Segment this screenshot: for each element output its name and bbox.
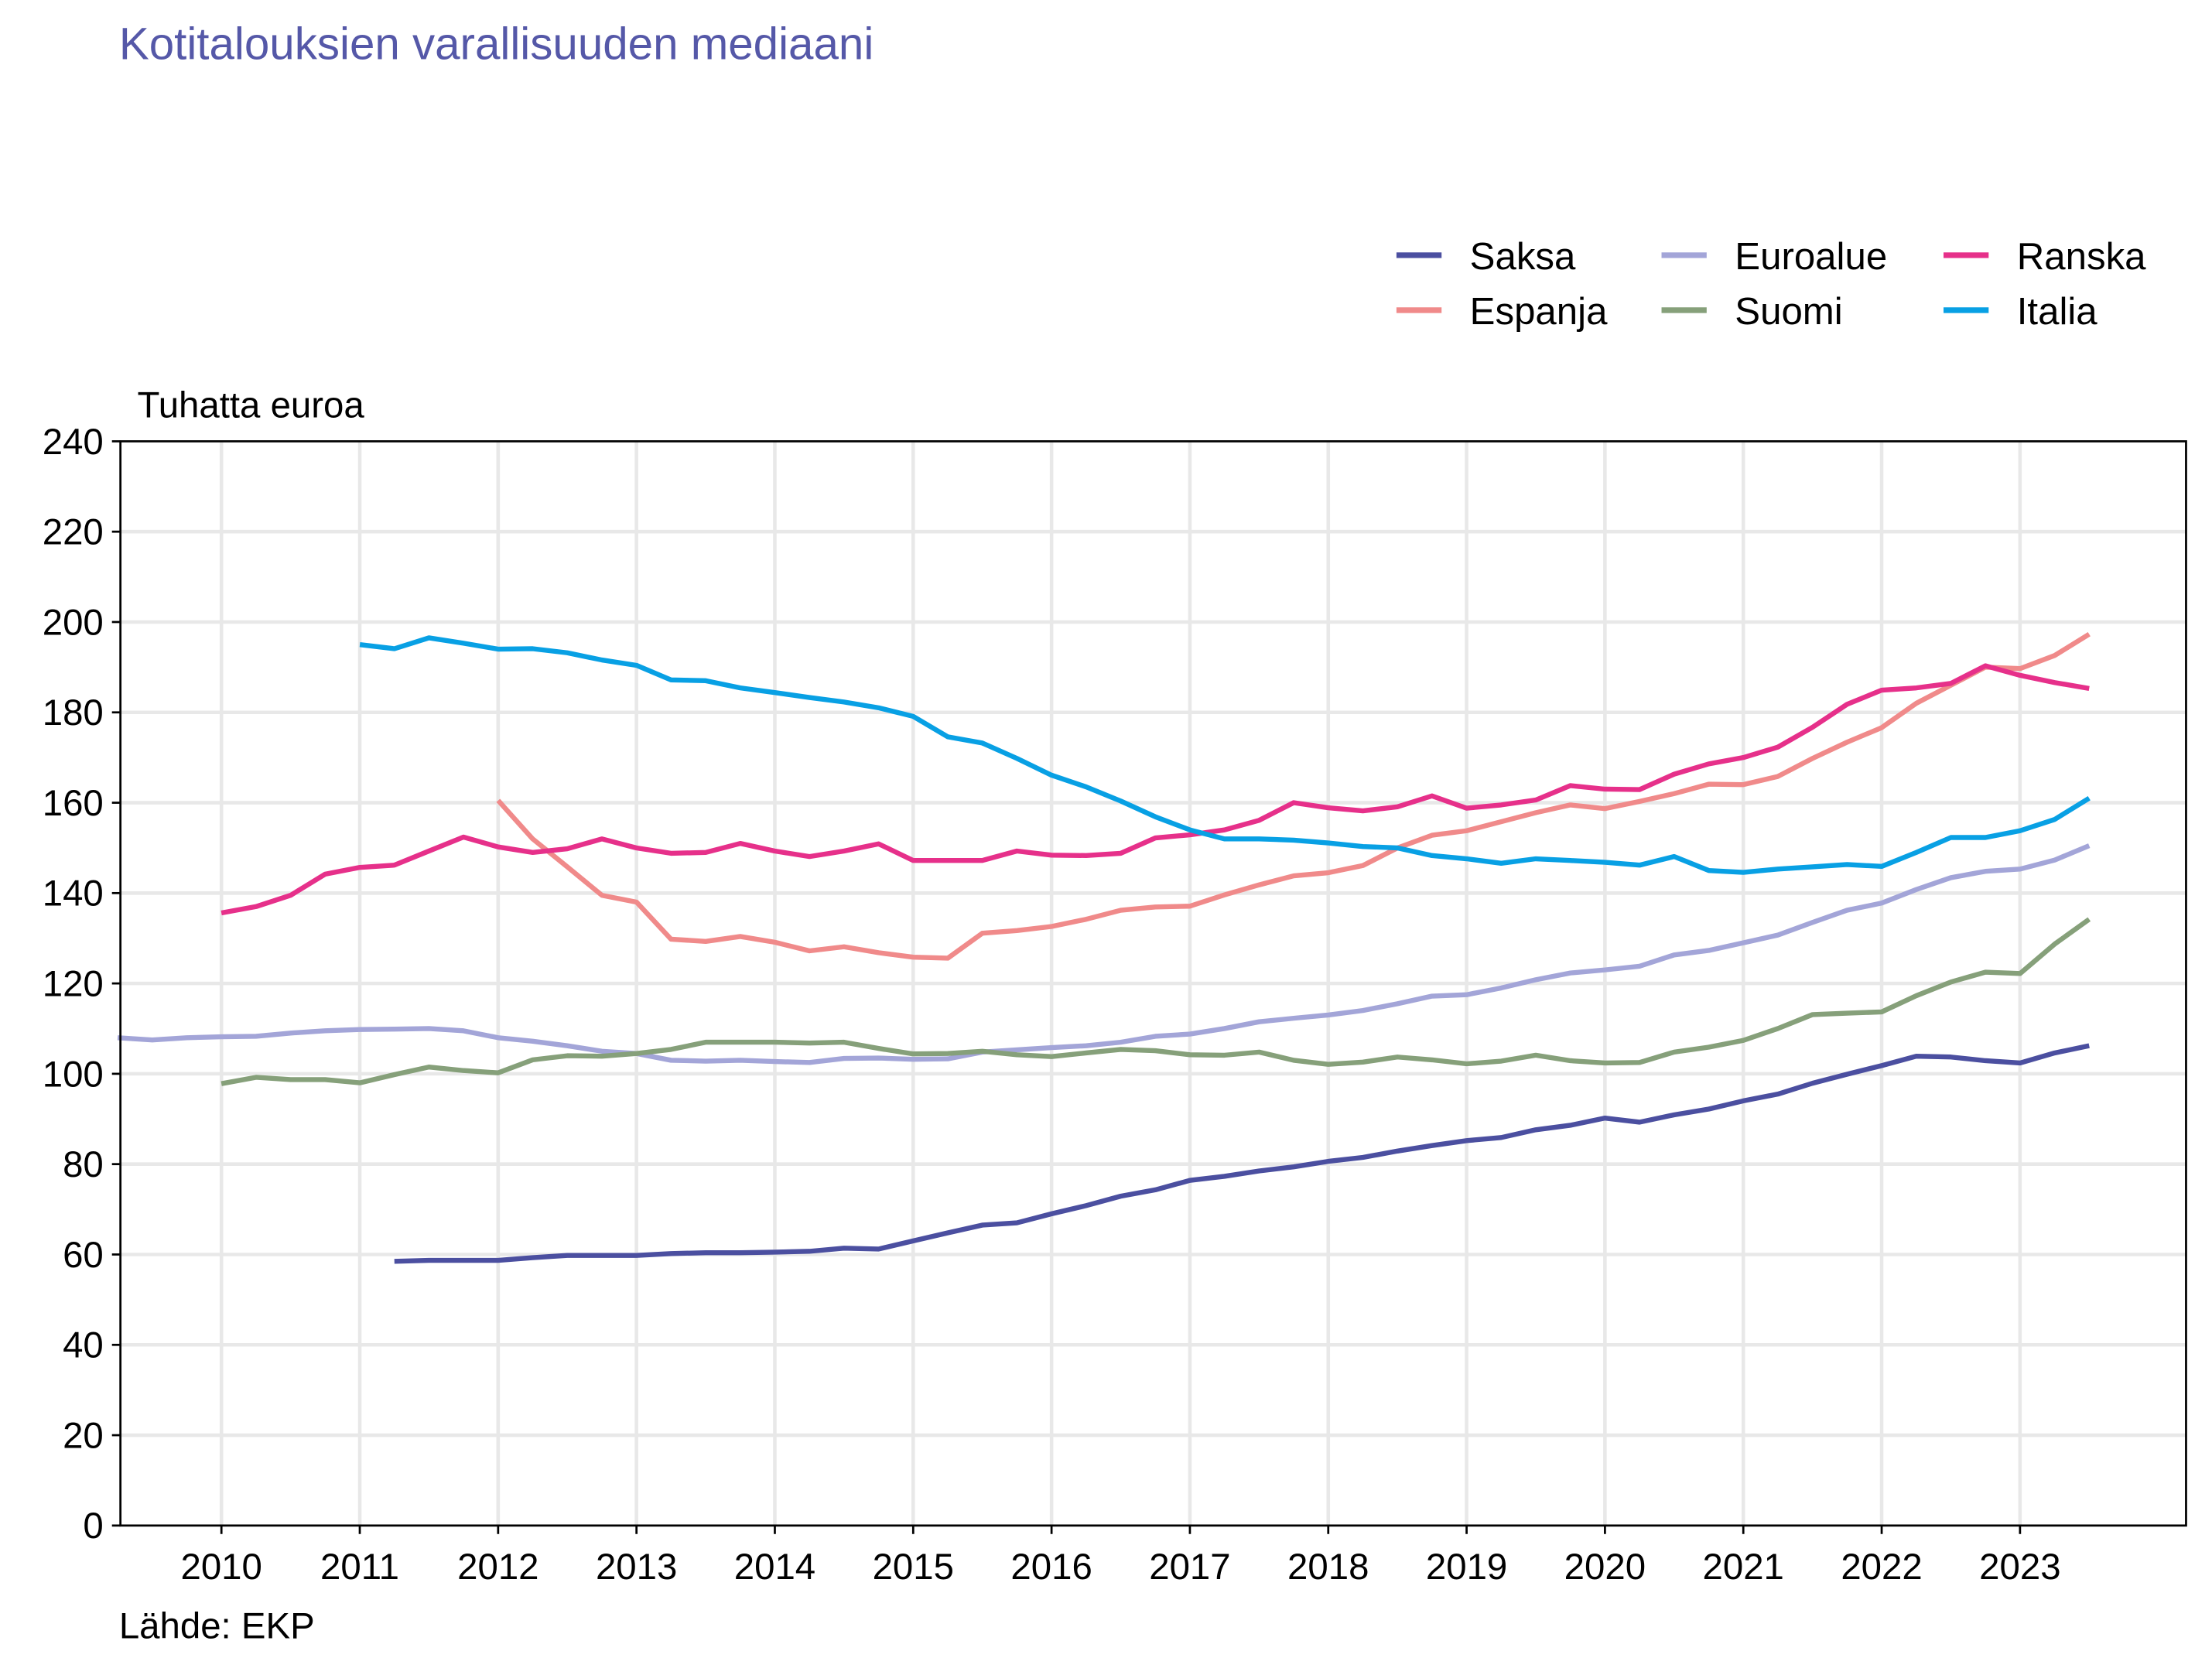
- series-lines: [117, 631, 2091, 1264]
- legend-label: Espanja: [1470, 290, 1608, 333]
- x-tick-label: 2018: [1287, 1547, 1369, 1588]
- series-line-ranska: [221, 663, 2090, 916]
- axes: 0 20 40 60 80 100 120 140 160 180 200 220 240 2010 201…: [43, 422, 2061, 1588]
- x-tick-label: 2017: [1149, 1547, 1230, 1588]
- legend-item-espanja: Espanja: [1396, 290, 1608, 333]
- source-note: Lähde: EKP: [119, 1606, 315, 1647]
- y-tick-label: 40: [63, 1325, 104, 1366]
- x-tick-label: 2022: [1841, 1547, 1922, 1588]
- y-tick-label: 140: [43, 873, 104, 914]
- legend-item-ranska: Ranska: [1944, 235, 2146, 278]
- x-tick-label: 2010: [180, 1547, 262, 1588]
- legend-label: Saksa: [1470, 235, 1576, 278]
- legend-item-italia: Italia: [1944, 290, 2097, 333]
- y-tick-label: 100: [43, 1054, 104, 1095]
- x-tick-label: 2020: [1564, 1547, 1646, 1588]
- y-tick-label: 160: [43, 783, 104, 824]
- x-tick-label: 2021: [1703, 1547, 1784, 1588]
- y-tick-label: 180: [43, 692, 104, 733]
- legend-item-saksa: Saksa: [1396, 235, 1576, 278]
- legend-label: Suomi: [1735, 290, 1842, 333]
- x-tick-label: 2014: [734, 1547, 815, 1588]
- legend-item-suomi: Suomi: [1661, 290, 1843, 333]
- y-tick-label: 240: [43, 422, 104, 463]
- x-tick-label: 2015: [873, 1547, 954, 1588]
- x-tick-label: 2013: [596, 1547, 677, 1588]
- grid: [120, 441, 2186, 1526]
- y-axis-label: Tuhatta euroa: [138, 385, 365, 426]
- legend: Saksa Espanja Euroalue Suomi Ranska Italia: [1396, 235, 2146, 333]
- x-tick-label: 2012: [457, 1547, 538, 1588]
- legend-label: Euroalue: [1735, 235, 1887, 278]
- legend-label: Italia: [2017, 290, 2098, 333]
- y-tick-label: 0: [83, 1506, 103, 1547]
- x-tick-label: 2011: [320, 1547, 399, 1588]
- y-tick-label: 220: [43, 512, 104, 553]
- series-line-saksa: [394, 1043, 2090, 1264]
- series-line-italia: [359, 635, 2091, 875]
- series-line-suomi: [221, 917, 2091, 1086]
- legend-label: Ranska: [2017, 235, 2146, 278]
- legend-item-euroalue: Euroalue: [1661, 235, 1887, 278]
- y-tick-label: 80: [63, 1144, 104, 1185]
- y-tick-label: 20: [63, 1415, 104, 1456]
- x-tick-label: 2023: [1979, 1547, 2060, 1588]
- y-tick-label: 60: [63, 1235, 104, 1276]
- series-line-espanja: [496, 631, 2091, 961]
- x-tick-label: 2019: [1426, 1547, 1507, 1588]
- x-tick-label: 2016: [1010, 1547, 1092, 1588]
- y-tick-label: 120: [43, 964, 104, 1005]
- chart-title: Kotitalouksien varallisuuden mediaani: [119, 19, 874, 70]
- series-line-euroalue: [117, 843, 2091, 1065]
- y-tick-label: 200: [43, 602, 104, 643]
